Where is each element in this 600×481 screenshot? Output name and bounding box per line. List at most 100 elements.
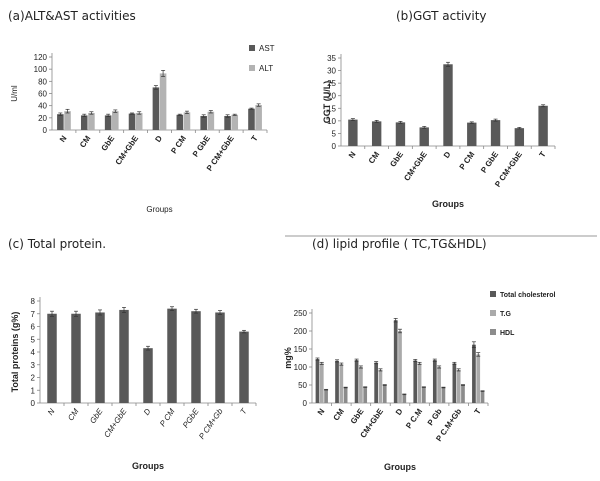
legend-label: T.G [500, 311, 511, 318]
bar [382, 385, 387, 403]
x-tick-label: D [442, 150, 453, 160]
legend-label: ALT [259, 64, 273, 73]
x-tick-label: CM [66, 407, 81, 423]
bar [95, 312, 105, 403]
y-tick-label: 60 [38, 90, 47, 99]
y-tick-label: 1 [31, 386, 36, 395]
x-tick-label: P Gb [426, 407, 444, 427]
legend-swatch [249, 65, 255, 71]
bar [324, 389, 328, 403]
x-tick-label: CM [78, 134, 93, 150]
x-tick-label: D [394, 407, 405, 417]
legend-label: AST [259, 44, 275, 53]
y-tick-label: 150 [294, 345, 308, 354]
bar [461, 385, 465, 403]
bar [363, 387, 368, 403]
x-tick-label: P CM [458, 150, 477, 172]
bar [490, 120, 501, 146]
x-tick-label: CM+GbE [114, 133, 141, 166]
bar [112, 111, 119, 130]
bar [422, 387, 426, 403]
legend-swatch [490, 291, 496, 297]
y-axis-label: U/ml [10, 85, 19, 102]
bar [472, 344, 476, 403]
y-tick-label: 3 [31, 361, 36, 370]
x-tick-label: P C.M [404, 407, 424, 431]
legend-swatch [490, 310, 496, 316]
y-tick-label: 5 [31, 335, 36, 344]
bar [207, 111, 215, 130]
bar [419, 127, 429, 146]
bar [315, 359, 320, 403]
bar [371, 121, 382, 146]
y-tick-label: 40 [38, 102, 47, 111]
bar [119, 309, 129, 403]
chart-title: (c) Total protein. [8, 237, 106, 251]
x-tick-label: N [58, 134, 69, 144]
y-tick-label: 4 [31, 348, 36, 357]
x-tick-label: CM [367, 150, 382, 166]
y-axis-label: GGT (U/L) [322, 81, 332, 124]
bar [514, 128, 525, 146]
bar [354, 360, 359, 403]
chart-panel-4: (d) lipid profile ( TC,TG&HDL) 0 50 100 150 2… [283, 237, 556, 472]
y-tick-label: 20 [38, 114, 47, 123]
bar [104, 115, 112, 130]
bar [374, 362, 378, 403]
x-tick-label: GbE [100, 133, 117, 152]
bar [80, 115, 88, 130]
y-tick-label: 10 [327, 117, 336, 126]
x-tick-label: P CM+Gb [197, 407, 225, 441]
x-tick-label: PGbE [181, 406, 201, 429]
bar [128, 113, 136, 130]
bar [413, 360, 418, 403]
bar [231, 114, 239, 130]
y-tick-label: 25 [327, 79, 336, 88]
legend-label: Total cholesterol [500, 292, 556, 299]
bar [248, 108, 255, 130]
bar [395, 122, 406, 146]
bar [215, 312, 225, 403]
bar [417, 363, 422, 403]
bar [467, 122, 477, 146]
y-axis-label: Total proteins (g%) [10, 312, 20, 393]
bar [343, 387, 348, 403]
legend-swatch [490, 329, 496, 335]
x-tick-label: P CM [158, 407, 177, 429]
y-tick-label: 0 [43, 126, 48, 135]
bar [143, 348, 153, 403]
y-tick-label: 200 [294, 327, 308, 336]
x-tick-label: D [153, 134, 164, 144]
x-tick-label: N [46, 407, 57, 417]
chart-panel-1: (a)ALT&AST activities 0 20 40 60 80 100 120 N CM G… [8, 9, 275, 214]
bar [71, 313, 81, 403]
y-tick-label: 8 [31, 297, 36, 306]
y-axis-label: mg% [283, 347, 293, 369]
y-tick-label: 80 [38, 77, 47, 86]
bar [402, 394, 407, 403]
x-tick-label: GbE [349, 406, 366, 425]
x-tick-label: P CM [169, 134, 188, 156]
chart-title: (d) lipid profile ( TC,TG&HDL) [312, 237, 487, 251]
bar [480, 391, 485, 403]
x-tick-label: N [347, 150, 358, 160]
x-axis-label: Groups [432, 199, 464, 209]
bar [452, 363, 457, 403]
x-tick-label: T [473, 407, 483, 416]
y-tick-label: 120 [34, 53, 48, 62]
x-tick-label: T [538, 150, 548, 159]
y-tick-label: 250 [294, 309, 308, 318]
y-tick-label: 100 [34, 65, 48, 74]
bar [456, 369, 461, 403]
bar [200, 116, 207, 130]
x-tick-label: CM+GbE [102, 406, 129, 439]
y-tick-label: 7 [31, 310, 36, 319]
legend-swatch [249, 45, 255, 51]
bar [255, 105, 262, 130]
y-tick-label: 0 [31, 399, 36, 408]
bar [152, 87, 160, 130]
x-tick-label: T [238, 406, 249, 416]
x-tick-label: GbE [88, 406, 105, 425]
